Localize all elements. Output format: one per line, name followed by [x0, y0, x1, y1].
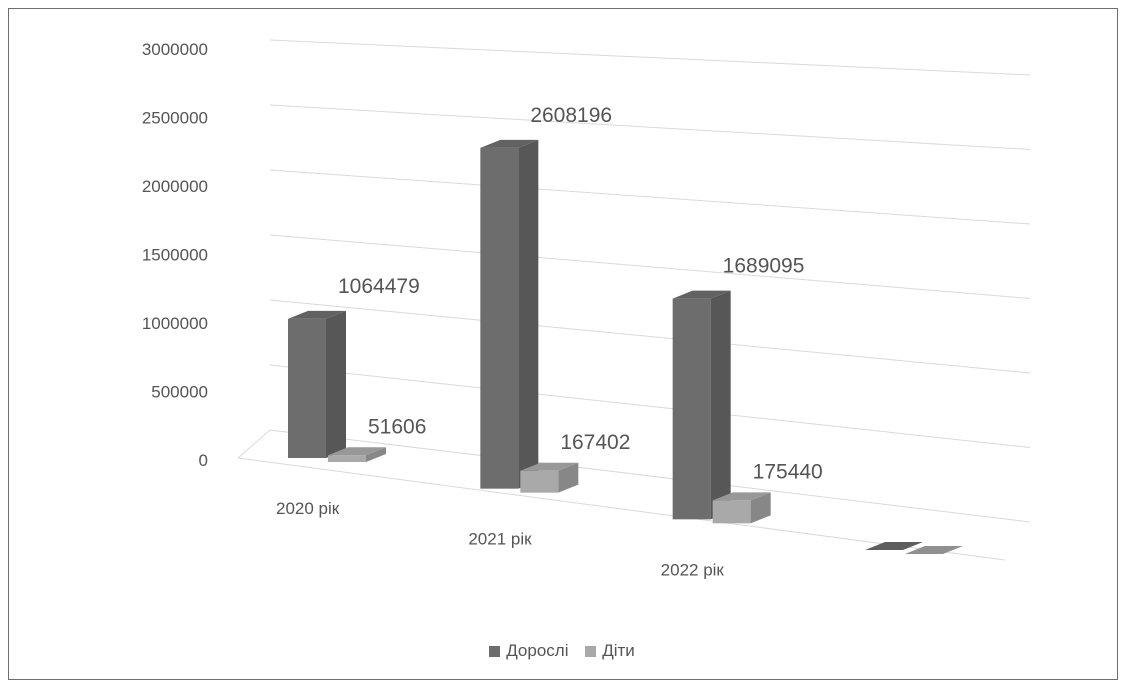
floor-side-edge: [237, 429, 271, 459]
bar-top: [672, 290, 731, 299]
bar-side: [366, 447, 386, 462]
x-tick-label: 2022 рік: [661, 560, 725, 579]
data-label: 51606: [368, 415, 426, 438]
bar-side: [558, 462, 579, 493]
y-tick-label: 1000000: [142, 314, 208, 333]
gridline: [269, 364, 1031, 448]
gridline: [269, 169, 1031, 225]
bar-side: [710, 290, 731, 520]
bar-top: [288, 310, 346, 319]
gridline: [269, 429, 1031, 523]
gridline: [269, 234, 1031, 299]
legend-item-children: Діти: [585, 641, 635, 661]
legend-item-adults: Дорослі: [489, 641, 568, 661]
y-tick-label: 2500000: [142, 109, 208, 128]
x-tick-label: 2020 рік: [276, 499, 340, 518]
bar-front: [480, 147, 519, 489]
bar-side: [326, 310, 346, 458]
legend-swatch-adults: [489, 645, 501, 657]
bar-front: [672, 298, 711, 520]
legend-label-adults: Дорослі: [506, 641, 569, 660]
chart-frame: [8, 8, 1118, 680]
bar-top: [480, 139, 539, 148]
bar-top: [520, 462, 579, 471]
floor-edge: [237, 457, 1006, 561]
bar-side: [518, 139, 539, 489]
legend-swatch-children: [585, 645, 597, 657]
y-tick-label: 0: [199, 451, 208, 470]
data-label: 1689095: [723, 255, 805, 278]
gridline: [269, 39, 1031, 76]
y-tick-label: 500000: [151, 383, 208, 402]
bar-top: [865, 542, 923, 550]
y-tick-label: 1500000: [142, 246, 208, 265]
gridline: [269, 104, 1031, 150]
data-label: 167402: [560, 431, 630, 454]
y-tick-label: 2000000: [142, 177, 208, 196]
data-label: 2608196: [530, 104, 612, 127]
gridline: [269, 299, 1031, 374]
bar-front: [712, 500, 751, 524]
bar-top: [905, 546, 963, 554]
data-label: 175440: [753, 460, 823, 483]
bar-front: [520, 470, 559, 493]
bar-side: [750, 492, 771, 524]
bar-front: [288, 318, 326, 458]
x-tick-label: 2021 рік: [468, 530, 532, 549]
data-label: 1064479: [338, 275, 420, 298]
bar-front: [328, 455, 366, 462]
legend: Дорослі Діти: [0, 641, 1124, 662]
legend-label-children: Діти: [602, 641, 635, 660]
bar-top: [328, 447, 386, 456]
y-tick-label: 3000000: [142, 40, 208, 59]
bar-top: [712, 492, 771, 501]
